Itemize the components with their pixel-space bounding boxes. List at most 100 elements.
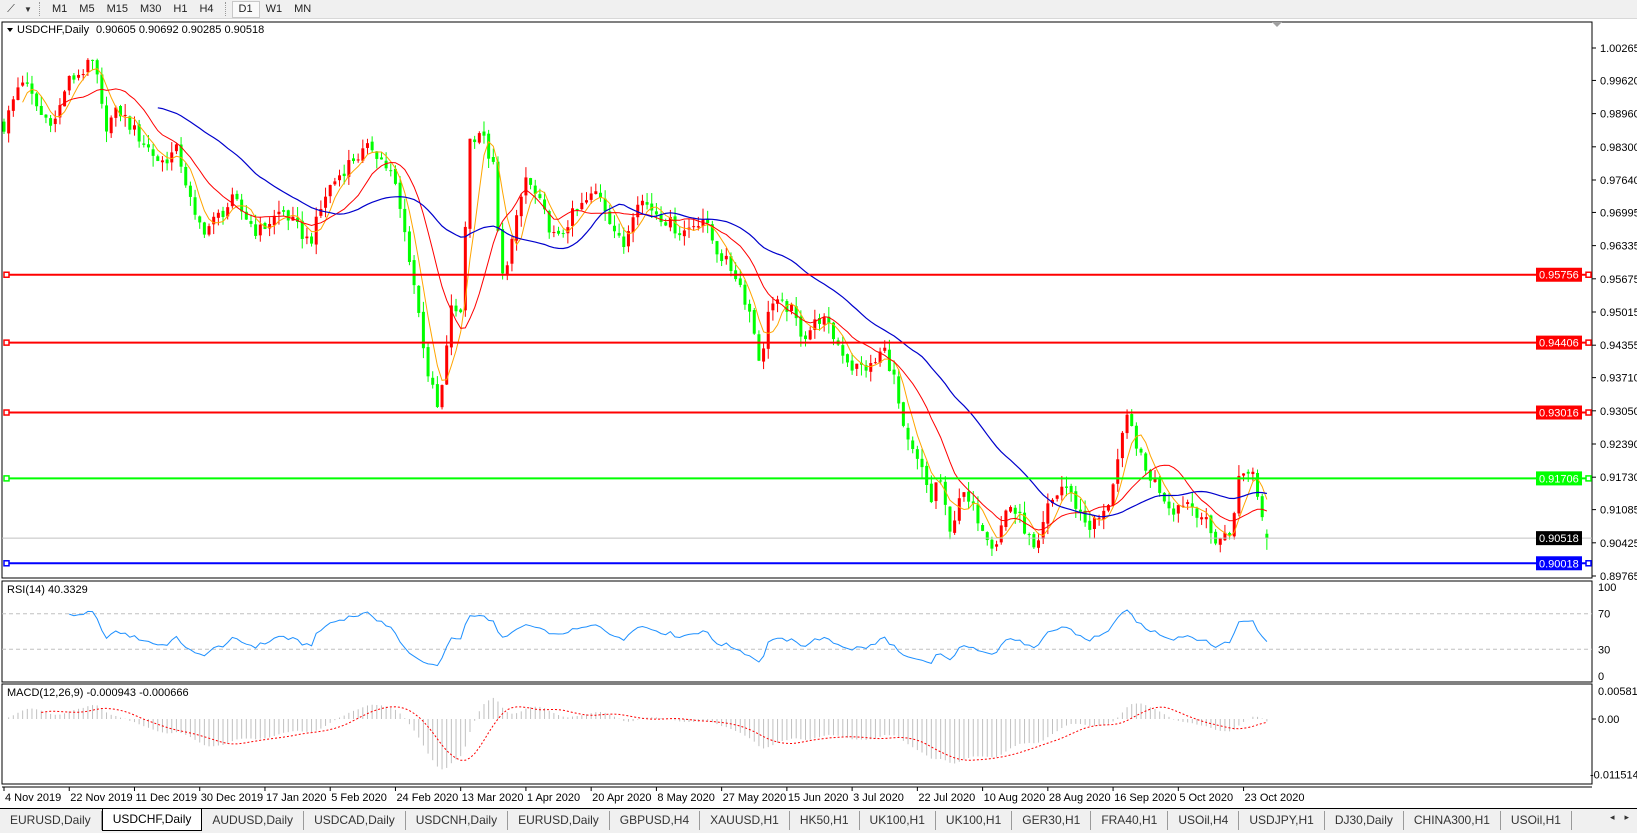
candle-body: [216, 212, 220, 218]
time-tick-label: 28 Aug 2020: [1049, 792, 1111, 804]
level-handle-left[interactable]: [3, 409, 10, 416]
chart-tab[interactable]: EURUSD,Daily: [508, 811, 610, 830]
candle-body: [365, 143, 369, 148]
candle-body: [594, 191, 598, 194]
timeframe-m15-button[interactable]: M15: [106, 3, 128, 15]
candle-body: [1246, 471, 1250, 474]
candle-body: [743, 284, 747, 305]
rsi-pane: [1, 580, 1593, 683]
candle-body: [86, 59, 90, 73]
chart-tab[interactable]: USDJPY,H1: [1239, 811, 1325, 830]
candle-body: [766, 311, 770, 349]
chart-tab[interactable]: USDCHF,Daily: [101, 809, 203, 831]
chart-tab[interactable]: XAUUSD,H1: [700, 811, 790, 830]
timeframe-m5-button[interactable]: M5: [79, 3, 95, 15]
candle-body: [1009, 506, 1013, 512]
candle-body: [137, 124, 141, 142]
timeframe-h1-button[interactable]: H1: [173, 3, 188, 15]
candle-body: [696, 226, 700, 228]
chart-tab[interactable]: DJ30,Daily: [1325, 811, 1404, 830]
level-handle-left[interactable]: [3, 475, 10, 482]
time-tick-label: 20 Apr 2020: [592, 792, 651, 804]
candle-body: [678, 233, 682, 236]
timeframe-mn-button[interactable]: MN: [294, 3, 312, 15]
chart-tab[interactable]: EURUSD,Daily: [0, 811, 102, 830]
time-tick-label: 5 Feb 2020: [331, 792, 387, 804]
candle-body: [463, 226, 467, 311]
candle-body: [403, 208, 407, 233]
level-handle-left[interactable]: [3, 339, 10, 346]
candle-body: [1083, 510, 1087, 523]
candle-body: [440, 385, 444, 408]
chart-tab[interactable]: HK50,H1: [790, 811, 860, 830]
chart-tab[interactable]: UK100,H1: [936, 811, 1013, 830]
chart-tab[interactable]: AUDUSD,Daily: [202, 811, 305, 830]
scroll-left-icon[interactable]: ◂: [1609, 812, 1615, 822]
level-handle-right[interactable]: [1585, 475, 1592, 482]
time-tick-label: 24 Feb 2020: [396, 792, 458, 804]
candle-body: [752, 310, 756, 334]
price-tick-label: 0.98960: [1600, 109, 1637, 121]
candle-body: [477, 133, 481, 143]
chevron-down-icon[interactable]: ▼: [24, 4, 32, 14]
current-price-label-bg: [1536, 531, 1582, 546]
candle-body: [692, 226, 696, 228]
chart-tab[interactable]: USDCAD,Daily: [304, 811, 406, 830]
chart-window[interactable]: 1.00265 0.99620 0.98960 0.98300 0.97640 0.969…: [0, 0, 1637, 808]
timeframe-m30-button[interactable]: M30: [139, 3, 162, 15]
candle-body: [184, 166, 188, 186]
candle-body: [911, 440, 915, 449]
level-handle-right[interactable]: [1585, 409, 1592, 416]
candle-body: [967, 491, 971, 502]
candle-body: [212, 216, 216, 225]
candle-body: [943, 481, 947, 505]
candle-body: [1051, 499, 1054, 504]
candle-body: [30, 83, 34, 94]
line-tool-icon[interactable]: ⟋: [7, 2, 15, 15]
candle-body: [1176, 505, 1180, 514]
level-handle-left[interactable]: [3, 271, 10, 278]
level-handle-right[interactable]: [1585, 271, 1592, 278]
candle-body: [333, 181, 337, 185]
candle-body: [165, 159, 169, 164]
chart-tab[interactable]: CHINA300,H1: [1404, 811, 1501, 830]
price-tick-label: 0.98300: [1600, 142, 1637, 154]
candle-body: [338, 175, 342, 181]
candle-body: [780, 299, 784, 301]
candle-body: [1144, 453, 1148, 471]
candle-body: [105, 105, 109, 132]
candle-body: [636, 204, 640, 218]
chart-tab[interactable]: GER30,H1: [1012, 811, 1092, 830]
price-tick-label: 0.96995: [1600, 207, 1637, 219]
rsi-line: [69, 609, 1268, 667]
candle-body: [948, 506, 952, 532]
candle-body: [268, 223, 272, 229]
candle-body: [659, 214, 663, 223]
candle-body: [151, 149, 155, 156]
candle-body: [808, 330, 812, 340]
chart-tab[interactable]: UK100,H1: [860, 811, 936, 830]
level-handle-right[interactable]: [1585, 560, 1592, 567]
chart-tab[interactable]: USOil,H4: [1168, 811, 1240, 830]
level-handle-right[interactable]: [1585, 339, 1592, 346]
candle-body: [957, 498, 961, 521]
time-tick-label: 16 Sep 2020: [1114, 792, 1176, 804]
timeframe-m1-button[interactable]: M1: [52, 3, 68, 15]
candle-body: [804, 335, 808, 340]
chart-menu-triangle-icon[interactable]: [7, 28, 13, 32]
candle-body: [384, 160, 388, 169]
candle-body: [328, 185, 332, 197]
chart-tab[interactable]: GBPUSD,H4: [610, 811, 701, 830]
candle-body: [445, 345, 449, 385]
timeframe-h4-button[interactable]: H4: [199, 3, 214, 15]
chart-tab[interactable]: USOil,H1: [1501, 811, 1572, 830]
scroll-right-icon[interactable]: ▸: [1624, 812, 1629, 822]
chart-tab[interactable]: FRA40,H1: [1091, 811, 1169, 830]
chart-shift-marker[interactable]: [1272, 22, 1282, 27]
timeframe-w1-button[interactable]: W1: [265, 3, 283, 15]
level-handle-left[interactable]: [3, 560, 10, 567]
timeframe-d1-button[interactable]: D1: [231, 0, 260, 18]
level-price-label-bg: [1536, 335, 1582, 350]
moving-average-line: [22, 68, 1268, 539]
chart-tab[interactable]: USDCNH,Daily: [406, 811, 509, 830]
